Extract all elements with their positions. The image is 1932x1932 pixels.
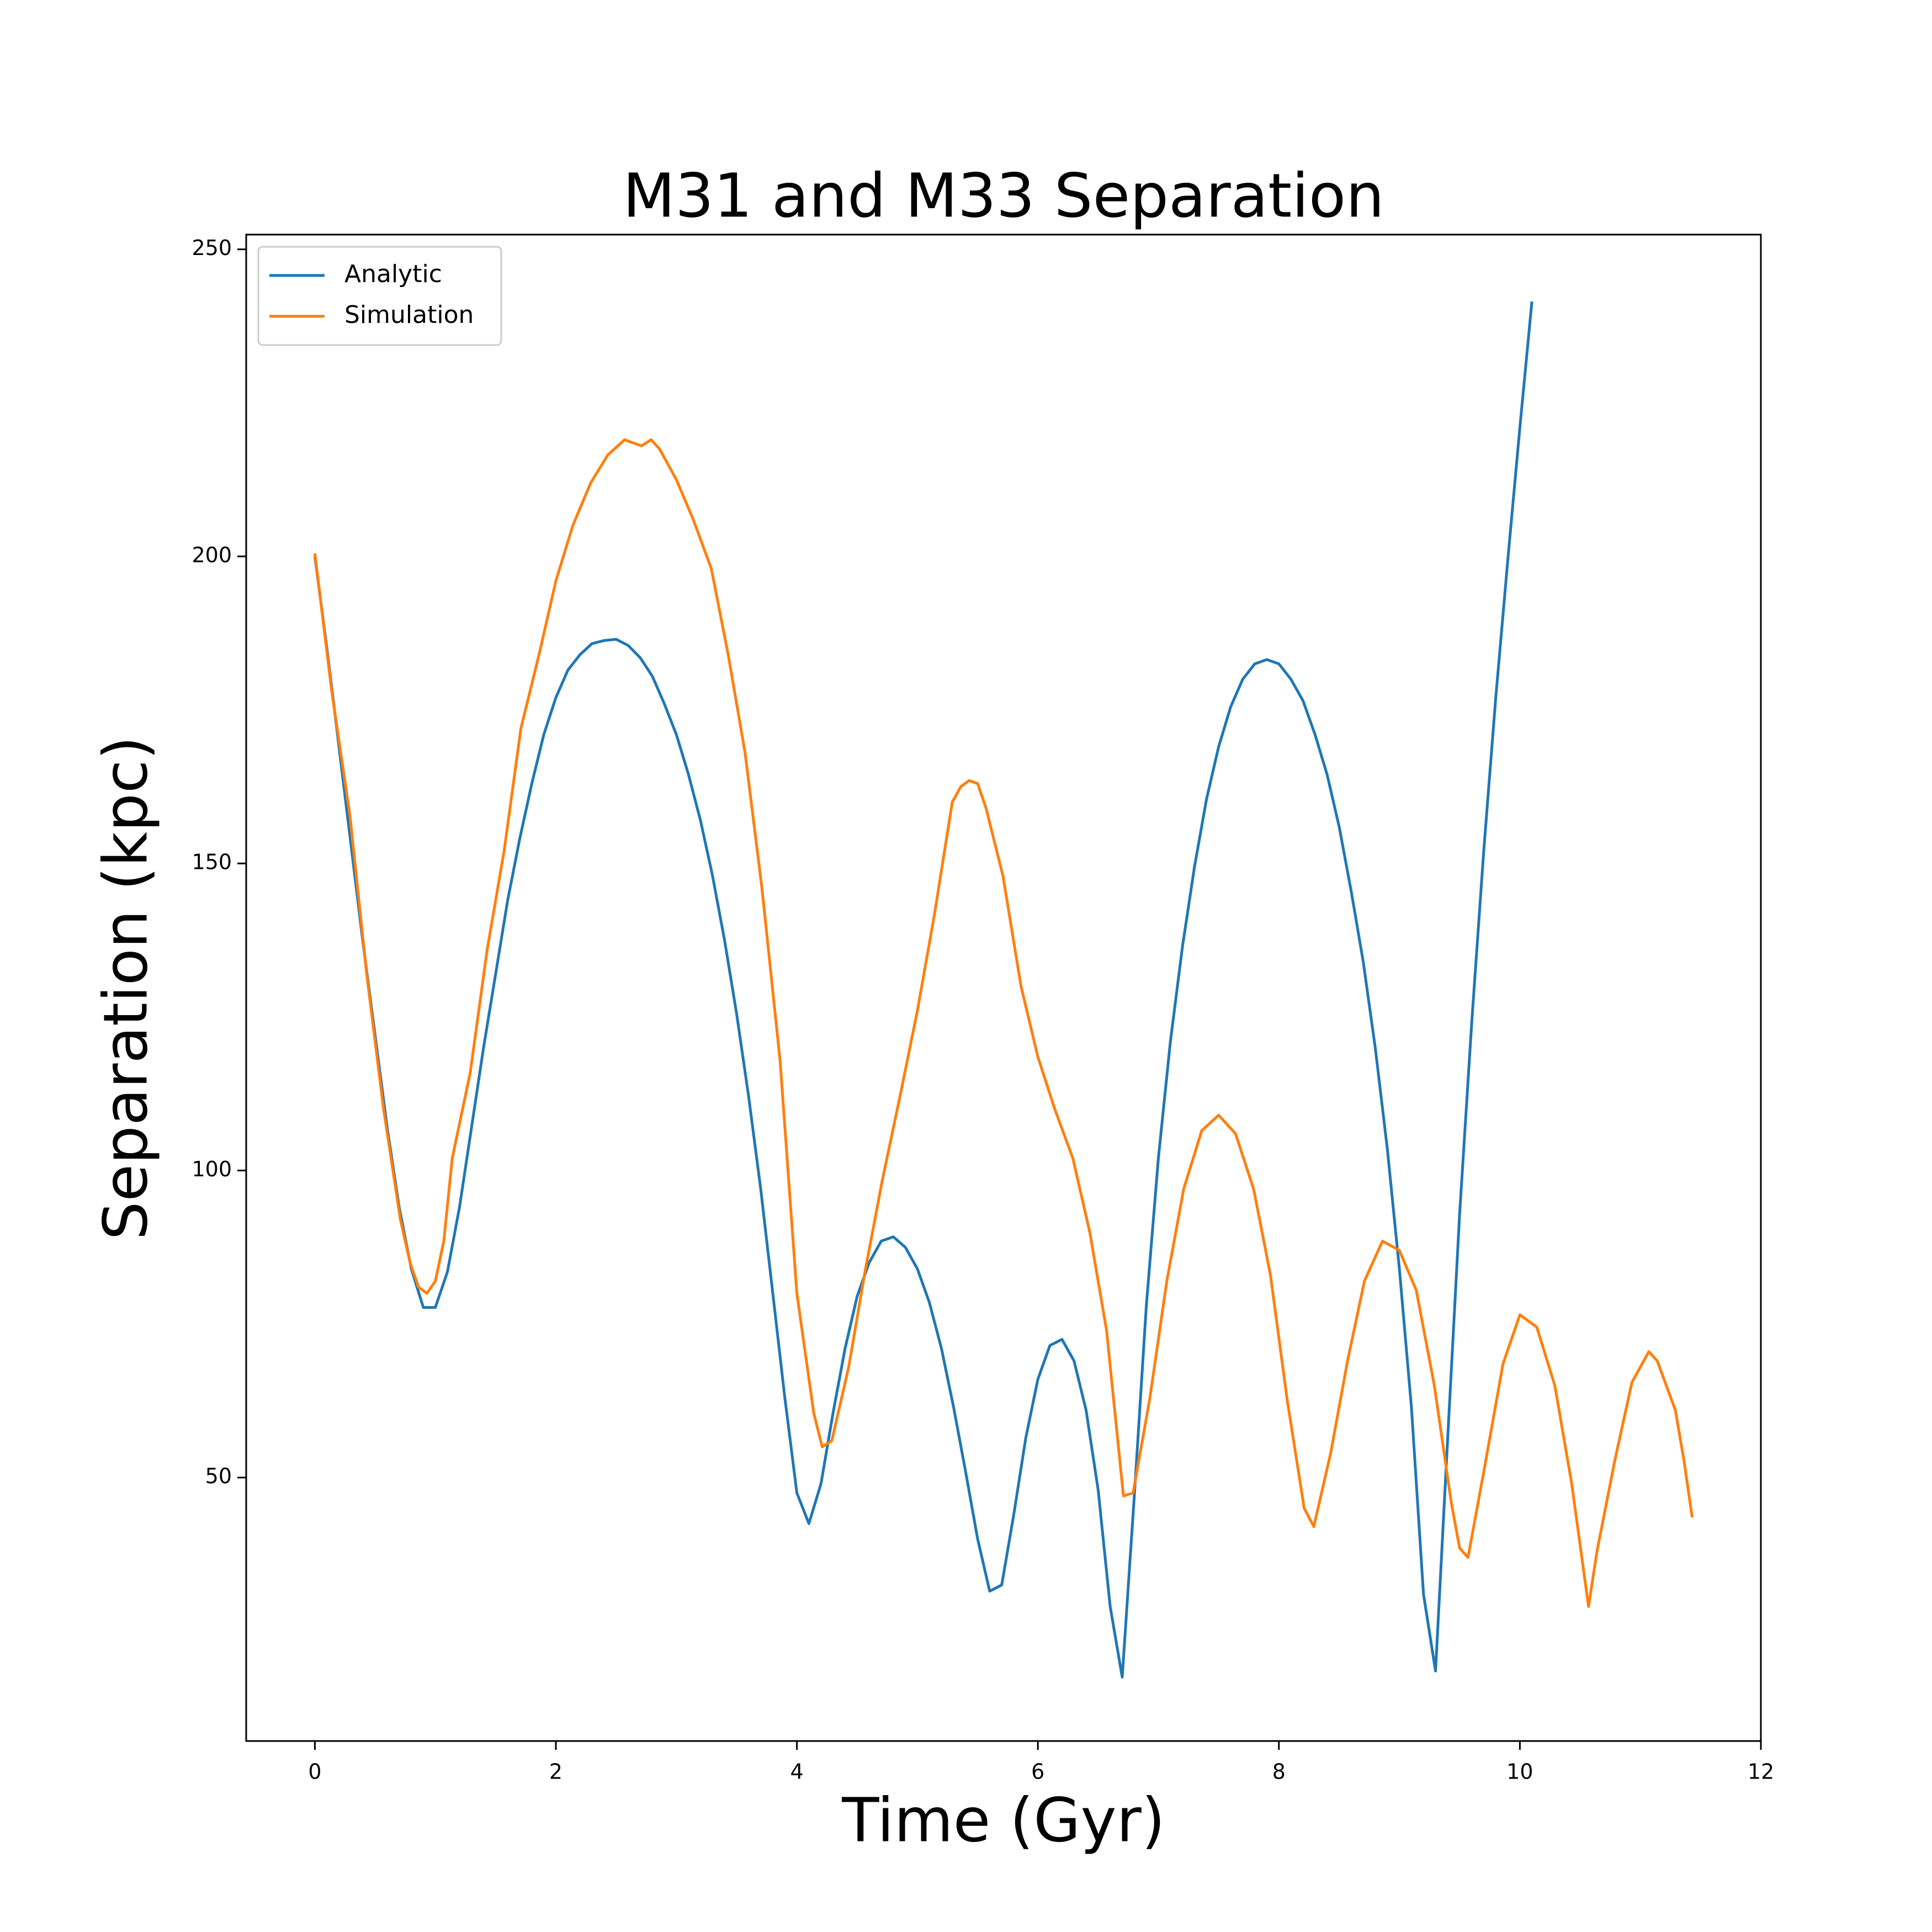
x-tick-label: 2: [549, 1760, 562, 1784]
y-tick-label: 150: [192, 850, 232, 874]
legend-label: Analytic: [344, 260, 442, 288]
x-tick-label: 4: [790, 1760, 804, 1784]
series-line: [313, 438, 1694, 1608]
y-tick-label: 100: [192, 1157, 232, 1181]
y-axis-label: Separation (kpc): [90, 736, 161, 1240]
x-tick-label: 8: [1272, 1760, 1286, 1784]
legend-frame: [257, 246, 502, 346]
x-tick-label: 12: [1748, 1760, 1774, 1784]
y-tick-label: 250: [192, 236, 232, 260]
y-tick-label: 200: [192, 543, 232, 567]
y-tick-label: 50: [205, 1464, 232, 1488]
x-tick-label: 10: [1506, 1760, 1533, 1784]
series-line: [313, 301, 1533, 1679]
legend: Analytic Simulation: [257, 246, 502, 346]
x-axis-label: Time (Gyr): [841, 1785, 1165, 1855]
chart-title: M31 and M33 Separation: [623, 160, 1384, 231]
x-tick-label: 0: [308, 1760, 321, 1784]
x-tick-label: 6: [1031, 1760, 1044, 1784]
plot-frame: [245, 233, 1762, 1742]
legend-label: Simulation: [344, 301, 474, 329]
